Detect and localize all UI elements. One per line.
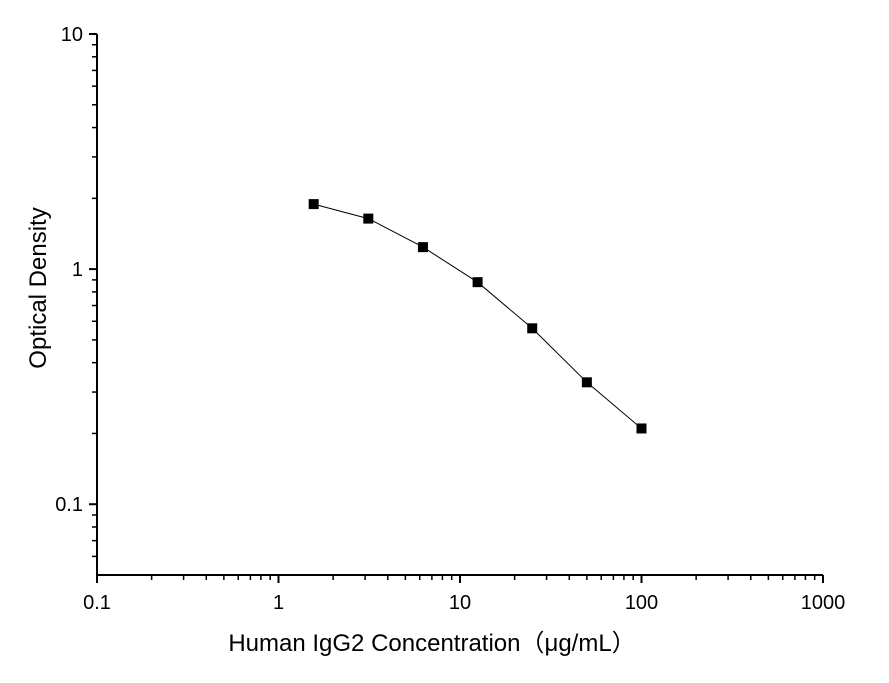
y-tick-label: 1 [72,259,83,281]
axes [96,34,823,576]
series [308,199,647,434]
data-point [363,213,374,224]
data-point [636,423,647,434]
ticks [89,33,824,583]
tick-labels: 0.1 1 10 100 1000 0.1 1 10 [55,24,845,614]
x-tick-label: 0.1 [83,592,111,614]
data-point [308,199,319,210]
y-axis-title: Optical Density [25,207,52,368]
x-tick-label: 1000 [801,592,846,614]
data-point [527,323,538,334]
data-point [472,277,483,288]
x-tick-label: 1 [273,592,284,614]
data-point [581,377,592,388]
y-tick-label: 10 [61,24,83,46]
x-tick-label: 10 [449,592,471,614]
x-tick-label: 100 [625,592,658,614]
data-point [417,242,428,253]
x-axis-title: Human IgG2 Concentration（μg/mL） [228,630,635,657]
y-tick-label: 0.1 [55,494,83,516]
series-line [313,203,642,429]
